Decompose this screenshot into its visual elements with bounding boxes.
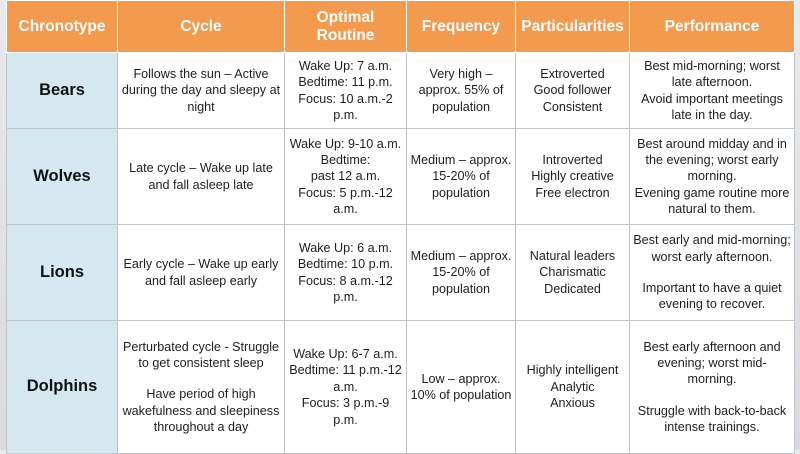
- cell-frequency: Very high – approx. 55% of population: [406, 52, 516, 129]
- header-frequency: Frequency: [406, 0, 516, 53]
- cell-particularities: Extroverted Good follower Consistent: [515, 52, 630, 129]
- cell-line: Bedtime: 11 p.m.: [298, 75, 393, 90]
- cell-line: past 12 a.m.: [310, 169, 381, 184]
- cell-particularities: Natural leaders Charismatic Dedicated: [515, 224, 630, 321]
- header-particularities: Particularities: [515, 0, 630, 53]
- table-row: Lions Early cycle – Wake up early and fal…: [6, 224, 795, 321]
- cell-cycle: Follows the sun – Active during the day …: [117, 52, 285, 129]
- cell-routine: Wake Up: 9-10 a.m. Bedtime: past 12 a.m. Fo…: [284, 128, 407, 225]
- header-optimal-routine: Optimal Routine: [284, 0, 407, 53]
- cell-line: Best early and mid-morning; worst early …: [633, 233, 791, 264]
- cell-line: Late cycle – Wake up late and fall aslee…: [129, 161, 273, 192]
- cell-line: Focus: 10 a.m.-2 p.m.: [298, 91, 393, 122]
- cell-line: Bedtime:: [320, 152, 371, 167]
- line-spacer: [633, 265, 791, 280]
- cell-line: Early cycle – Wake up early and fall asl…: [123, 257, 279, 288]
- cell-line: Bedtime: 11 p.m.-12 a.m.: [289, 363, 402, 394]
- cell-line: Best early afternoon and evening; worst …: [643, 339, 781, 387]
- cell-frequency: Medium – approx. 15-20% of population: [406, 224, 516, 321]
- cell-line: Extroverted: [540, 66, 605, 81]
- cell-performance: Best early afternoon and evening; worst …: [629, 320, 795, 454]
- cell-line: Best around midday and in the evening; w…: [637, 136, 787, 184]
- table-row: Dolphins Perturbated cycle - Struggle to …: [6, 320, 795, 454]
- cell-line: Highly intelligent: [526, 363, 619, 378]
- table-row: Wolves Late cycle – Wake up late and fall…: [6, 128, 795, 225]
- cell-line: Analytic: [550, 379, 595, 394]
- cell-cycle: Perturbated cycle - Struggle to get cons…: [117, 320, 285, 454]
- header-row: Chronotype Cycle Optimal Routine Frequen…: [6, 0, 795, 53]
- cell-line: Consistent: [542, 99, 603, 114]
- cell-chronotype: Bears: [6, 52, 118, 129]
- cell-performance: Best mid-morning; worst late afternoon. A…: [629, 52, 795, 129]
- cell-routine: Wake Up: 6 a.m. Bedtime: 10 p.m. Focus: 8 …: [284, 224, 407, 321]
- chronotype-table: Chronotype Cycle Optimal Routine Frequen…: [6, 0, 795, 454]
- cell-chronotype: Wolves: [6, 128, 118, 225]
- table-row: Bears Follows the sun – Active during the…: [6, 52, 795, 129]
- cell-cycle: Late cycle – Wake up late and fall aslee…: [117, 128, 285, 225]
- cell-particularities: Highly intelligent Analytic Anxious: [515, 320, 630, 454]
- cell-chronotype: Dolphins: [6, 320, 118, 454]
- cell-line: Have period of high wakefulness and slee…: [122, 387, 280, 435]
- cell-line: Struggle with back-to-back intense train…: [637, 403, 787, 435]
- cell-line: Anxious: [550, 396, 595, 411]
- cell-line: Focus: 8 a.m.-12 p.m.: [298, 273, 393, 304]
- cell-frequency: Medium – approx. 15-20% of population: [406, 128, 516, 225]
- cell-line: Wake Up: 6 a.m.: [298, 240, 393, 255]
- cell-frequency: Low – approx. 10% of population: [406, 320, 516, 454]
- cell-line: Natural leaders: [529, 248, 616, 263]
- cell-line: Wake Up: 9-10 a.m.: [289, 136, 402, 151]
- cell-line: Avoid important meetings late in the day…: [641, 91, 783, 122]
- cell-line: Important to have a quiet evening to rec…: [642, 281, 782, 312]
- cell-performance: Best early and mid-morning; worst early …: [629, 224, 795, 321]
- cell-line: Wake Up: 7 a.m.: [298, 58, 393, 73]
- cell-particularities: Introverted Highly creative Free electron: [515, 128, 630, 225]
- cell-line: Wake Up: 6-7 a.m.: [293, 347, 398, 362]
- cell-cycle: Early cycle – Wake up early and fall asl…: [117, 224, 285, 321]
- table-body: Bears Follows the sun – Active during the…: [6, 52, 795, 454]
- cell-chronotype: Lions: [6, 224, 118, 321]
- header-cycle: Cycle: [117, 0, 285, 53]
- cell-line: Free electron: [535, 185, 610, 200]
- cell-routine: Wake Up: 7 a.m. Bedtime: 11 p.m. Focus: 10…: [284, 52, 407, 129]
- cell-line: Follows the sun – Active during the day …: [121, 66, 281, 114]
- cell-line: Best mid-morning; worst late afternoon.: [644, 58, 780, 90]
- cell-routine: Wake Up: 6-7 a.m. Bedtime: 11 p.m.-12 a.m…: [284, 320, 407, 454]
- line-spacer: [633, 388, 791, 403]
- cell-performance: Best around midday and in the evening; w…: [629, 128, 795, 225]
- cell-line: Good follower: [533, 83, 612, 98]
- cell-line: Charismatic: [539, 265, 606, 280]
- header-performance: Performance: [629, 0, 795, 53]
- cell-line: Bedtime: 10 p.m.: [297, 257, 394, 272]
- cell-line: Highly creative: [531, 169, 614, 184]
- line-spacer: [121, 371, 281, 386]
- cell-line: Focus: 5 p.m.-12 a.m.: [298, 185, 393, 217]
- cell-line: Perturbated cycle - Struggle to get cons…: [122, 339, 280, 370]
- header-chronotype: Chronotype: [6, 0, 118, 53]
- cell-line: Introverted: [542, 152, 603, 167]
- cell-line: Dedicated: [544, 281, 601, 296]
- cell-line: Evening game routine more natural to the…: [634, 185, 790, 217]
- cell-line: Focus: 3 p.m.-9 p.m.: [301, 396, 390, 427]
